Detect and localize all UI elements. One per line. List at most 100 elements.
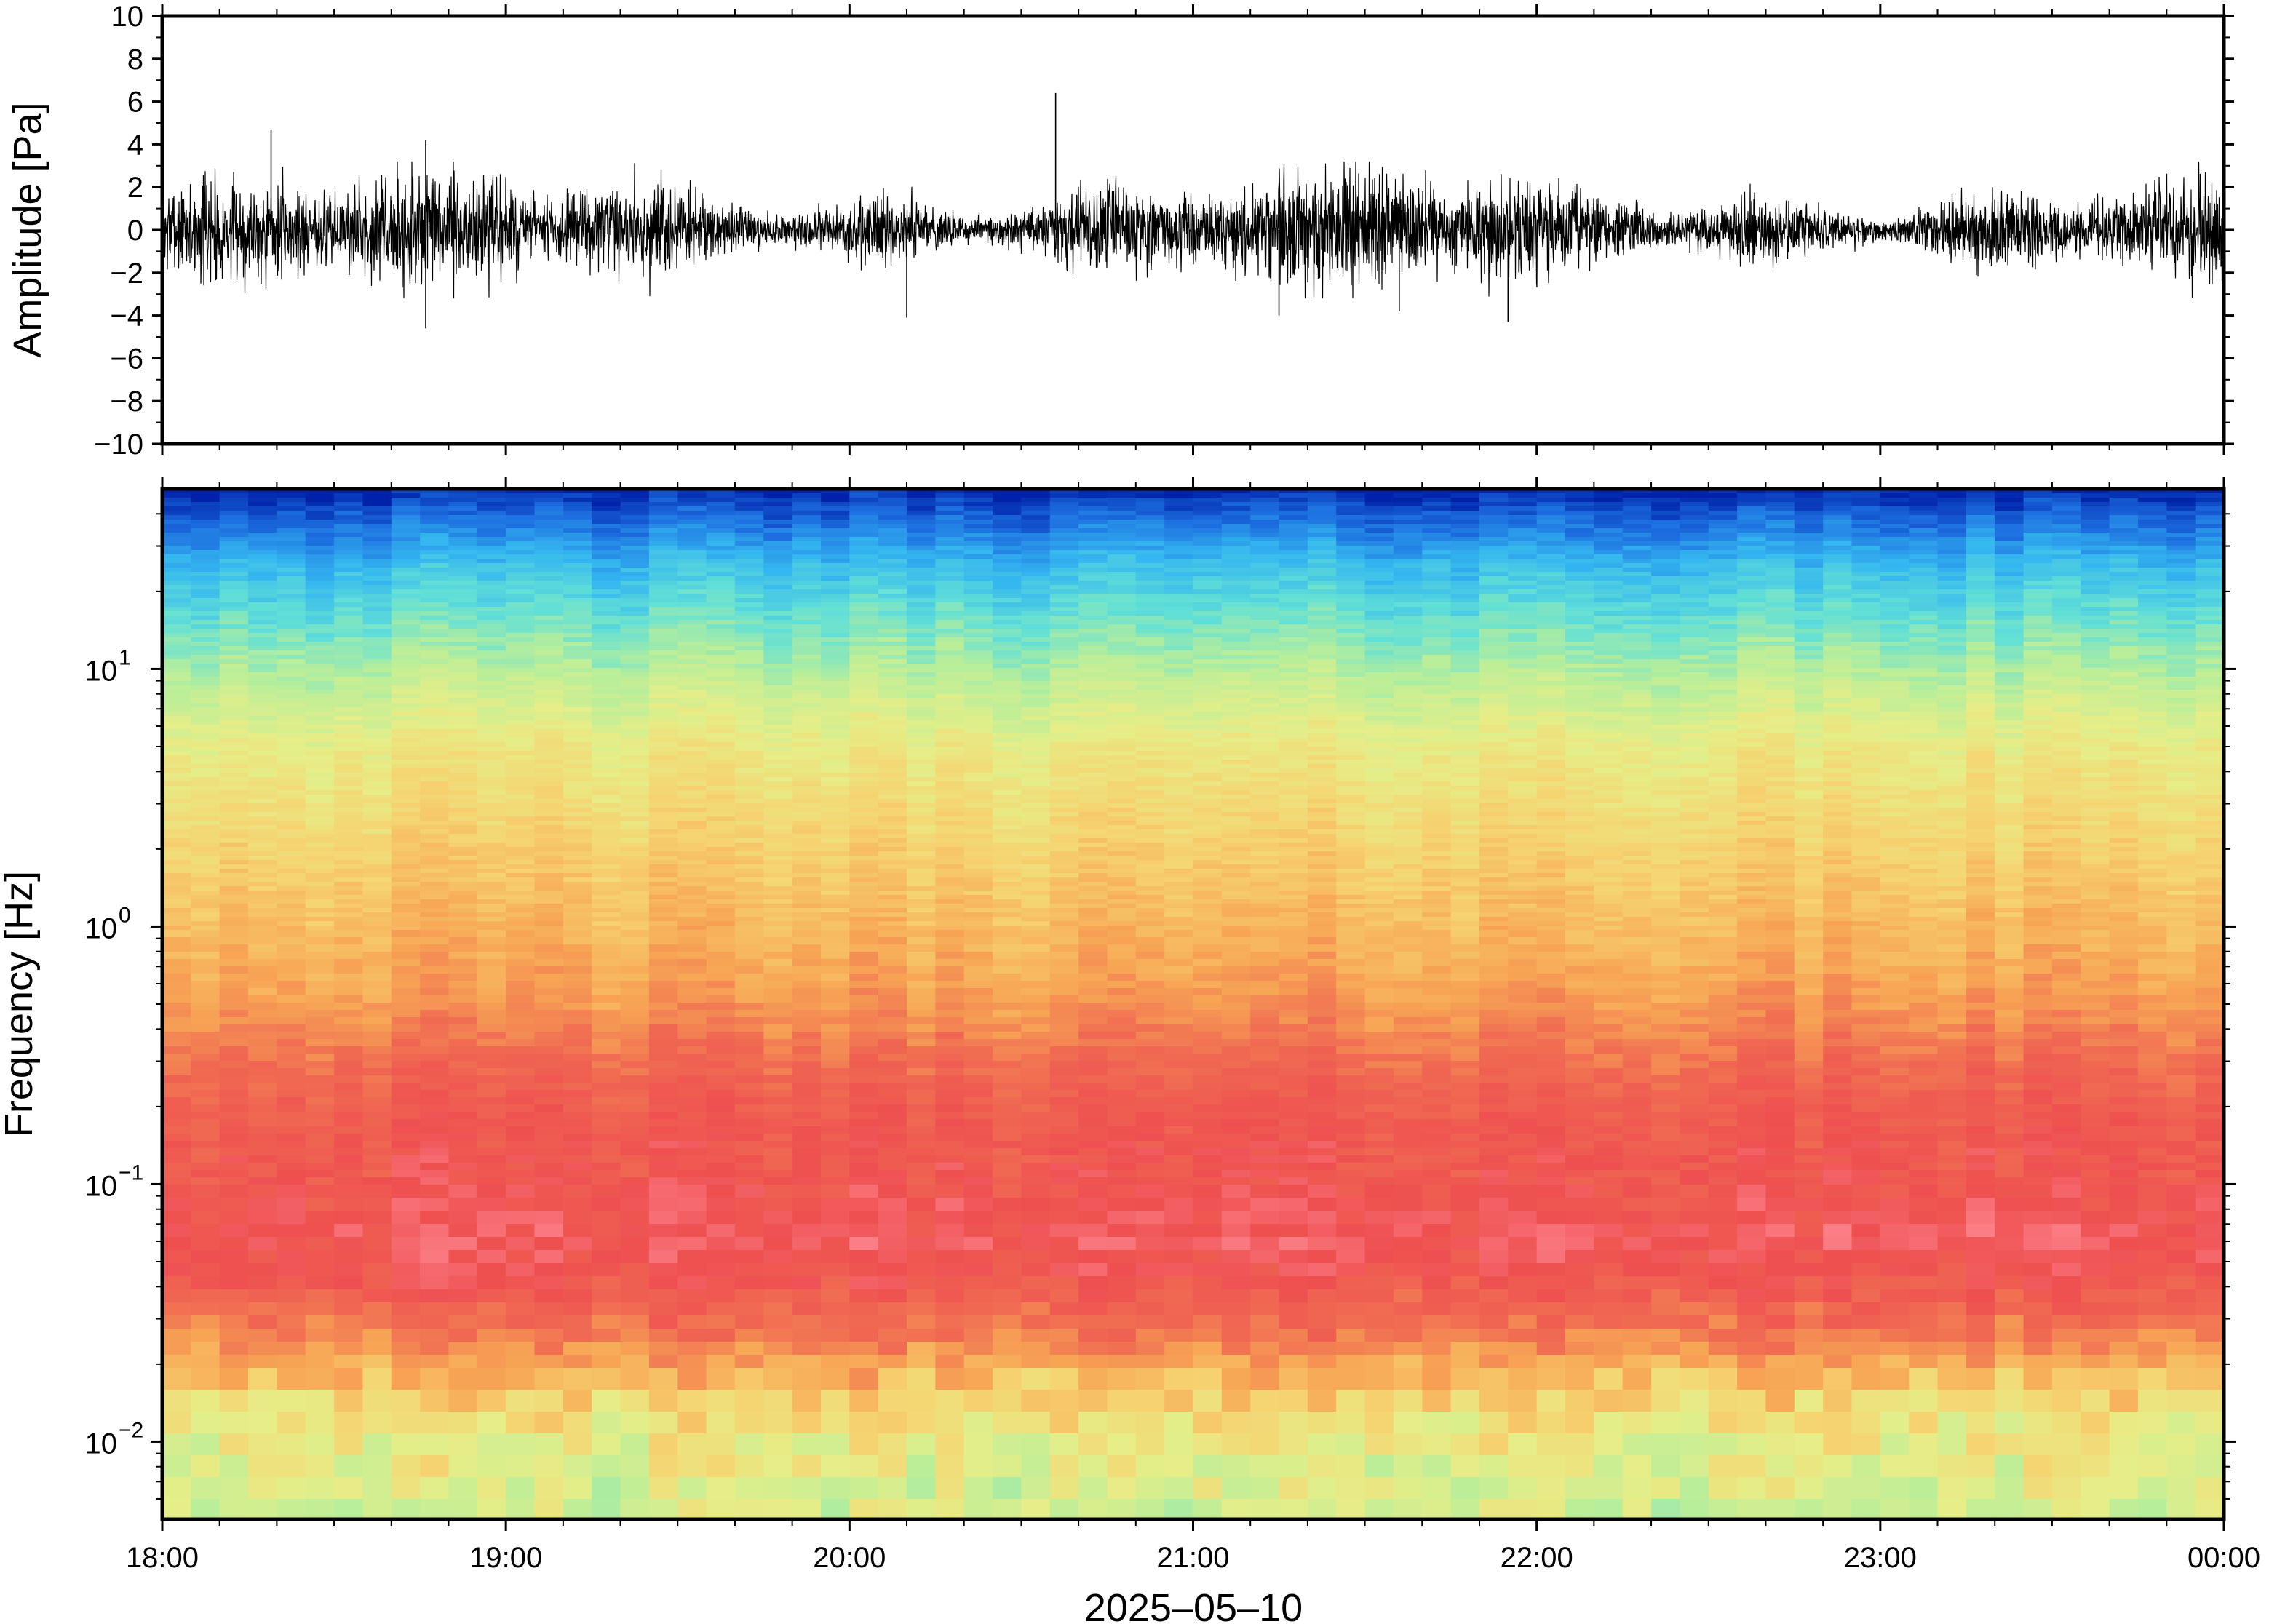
spectrogram-cell bbox=[391, 559, 421, 564]
spectrogram-cell bbox=[1536, 502, 1566, 507]
spectrogram-cell bbox=[1794, 716, 1824, 721]
spectrogram-cell bbox=[648, 537, 678, 542]
spectrogram-cell bbox=[563, 563, 592, 568]
spectrogram-cell bbox=[1049, 511, 1079, 516]
spectrogram-cell bbox=[2138, 524, 2168, 529]
spectrogram-cell bbox=[1479, 598, 1509, 603]
spectrogram-cell bbox=[334, 546, 364, 551]
spectrogram-cell bbox=[305, 568, 335, 573]
spectrogram-cell bbox=[963, 685, 993, 690]
spectrogram-cell bbox=[506, 607, 536, 612]
spectrogram-cell bbox=[534, 707, 564, 712]
spectrogram-cell bbox=[878, 681, 907, 686]
spectrogram-cell bbox=[1078, 646, 1108, 651]
spectrogram-cell bbox=[1250, 493, 1280, 498]
spectrogram-cell bbox=[2138, 559, 2168, 564]
spectrogram-cell bbox=[1794, 659, 1824, 664]
spectrogram-cell bbox=[1078, 738, 1108, 743]
spectrogram-cell bbox=[191, 664, 220, 669]
spectrogram-cell bbox=[1221, 629, 1251, 634]
spectrogram-cell bbox=[2166, 672, 2196, 677]
spectrogram-cell bbox=[734, 581, 764, 586]
spectrogram-cell bbox=[763, 773, 793, 778]
spectrogram-cell bbox=[1937, 585, 1967, 590]
spectrogram-cell bbox=[792, 568, 822, 573]
spectrogram-cell bbox=[1135, 594, 1165, 599]
spectrogram-cell bbox=[1049, 668, 1079, 673]
spectrogram-cell bbox=[1966, 541, 1995, 546]
spectrogram-cell bbox=[448, 668, 478, 673]
spectrogram-cell bbox=[1078, 563, 1108, 568]
spectrogram-cell bbox=[477, 712, 506, 717]
spectrogram-cell bbox=[1737, 642, 1767, 647]
spectrogram-cell bbox=[563, 598, 592, 603]
spectrogram-cell bbox=[219, 620, 249, 625]
spectrogram-cell bbox=[2051, 576, 2081, 581]
spectrogram-cell bbox=[1823, 690, 1853, 695]
spectrogram-cell bbox=[1107, 650, 1137, 656]
spectrogram-cell bbox=[1794, 572, 1824, 577]
spectrogram-cell bbox=[162, 489, 192, 494]
spectrogram-cell bbox=[1880, 489, 1910, 494]
spectrogram-cell bbox=[878, 616, 907, 621]
spectrogram-cell bbox=[1279, 672, 1308, 677]
spectrogram-cell bbox=[1651, 520, 1681, 525]
spectrogram-cell bbox=[534, 681, 564, 686]
spectrogram-cell bbox=[2051, 677, 2081, 682]
spectrogram-cell bbox=[1364, 559, 1394, 564]
spectrogram-cell bbox=[448, 707, 478, 712]
spectrogram-cell bbox=[1594, 698, 1624, 704]
spectrogram-cell bbox=[1622, 777, 1652, 782]
spectrogram-cell bbox=[620, 751, 650, 756]
spectrogram-cell bbox=[2109, 777, 2139, 782]
spectrogram-cell bbox=[1479, 716, 1509, 721]
spectrogram-cell bbox=[2195, 489, 2225, 494]
spectrogram-cell bbox=[1708, 707, 1738, 712]
spectrogram-cell bbox=[277, 546, 306, 551]
spectrogram-cell bbox=[1594, 563, 1624, 568]
spectrogram-cell bbox=[907, 781, 937, 787]
spectrogram-cell bbox=[1107, 703, 1137, 708]
spectrogram-cell bbox=[1823, 703, 1853, 708]
spectrogram-cell bbox=[1765, 747, 1795, 752]
spectrogram-cell bbox=[563, 594, 592, 599]
spectrogram-cell bbox=[1909, 768, 1939, 773]
spectrogram-cell bbox=[420, 773, 450, 778]
spectrogram-cell bbox=[1794, 664, 1824, 669]
spectrogram-cell bbox=[2109, 541, 2139, 546]
spectrogram-cell bbox=[2051, 520, 2081, 525]
spectrogram-cell bbox=[305, 550, 335, 555]
spectrogram-cell bbox=[1765, 685, 1795, 690]
spectrogram-cell bbox=[620, 493, 650, 498]
spectrogram-cell bbox=[1594, 742, 1624, 747]
spectrogram-cell bbox=[648, 520, 678, 525]
spectrogram-cell bbox=[878, 659, 907, 664]
spectrogram-cell bbox=[477, 738, 506, 743]
spectrogram-cell bbox=[277, 633, 306, 638]
spectrogram-cell bbox=[1966, 751, 1995, 756]
spectrogram-cell bbox=[1823, 773, 1853, 778]
spectrogram-cell bbox=[1450, 515, 1480, 520]
spectrogram-cell bbox=[391, 489, 421, 494]
spectrogram-cell bbox=[1880, 646, 1910, 651]
spectrogram-cell bbox=[162, 607, 192, 612]
spectrogram-cell bbox=[420, 581, 450, 586]
spectrogram-cell bbox=[1708, 602, 1738, 608]
spectrogram-cell bbox=[1622, 729, 1652, 734]
spectrogram-cell bbox=[1049, 589, 1079, 594]
spectrogram-cell bbox=[448, 637, 478, 642]
spectrogram-cell bbox=[878, 493, 907, 498]
spectrogram-cell bbox=[277, 738, 306, 743]
spectrogram-cell bbox=[2138, 624, 2168, 629]
spectrogram-cell bbox=[420, 668, 450, 673]
spectrogram-cell bbox=[1909, 589, 1939, 594]
spectrogram-cell bbox=[1737, 568, 1767, 573]
spectrogram-cell bbox=[792, 777, 822, 782]
spectrogram-cell bbox=[2166, 773, 2196, 778]
spectrogram-cell bbox=[1078, 515, 1108, 520]
spectrogram-cell bbox=[963, 515, 993, 520]
spectrogram-cell bbox=[1909, 659, 1939, 664]
spectrogram-cell bbox=[1794, 712, 1824, 717]
spectrogram-cell bbox=[506, 690, 536, 695]
spectrogram-cell bbox=[162, 668, 192, 673]
